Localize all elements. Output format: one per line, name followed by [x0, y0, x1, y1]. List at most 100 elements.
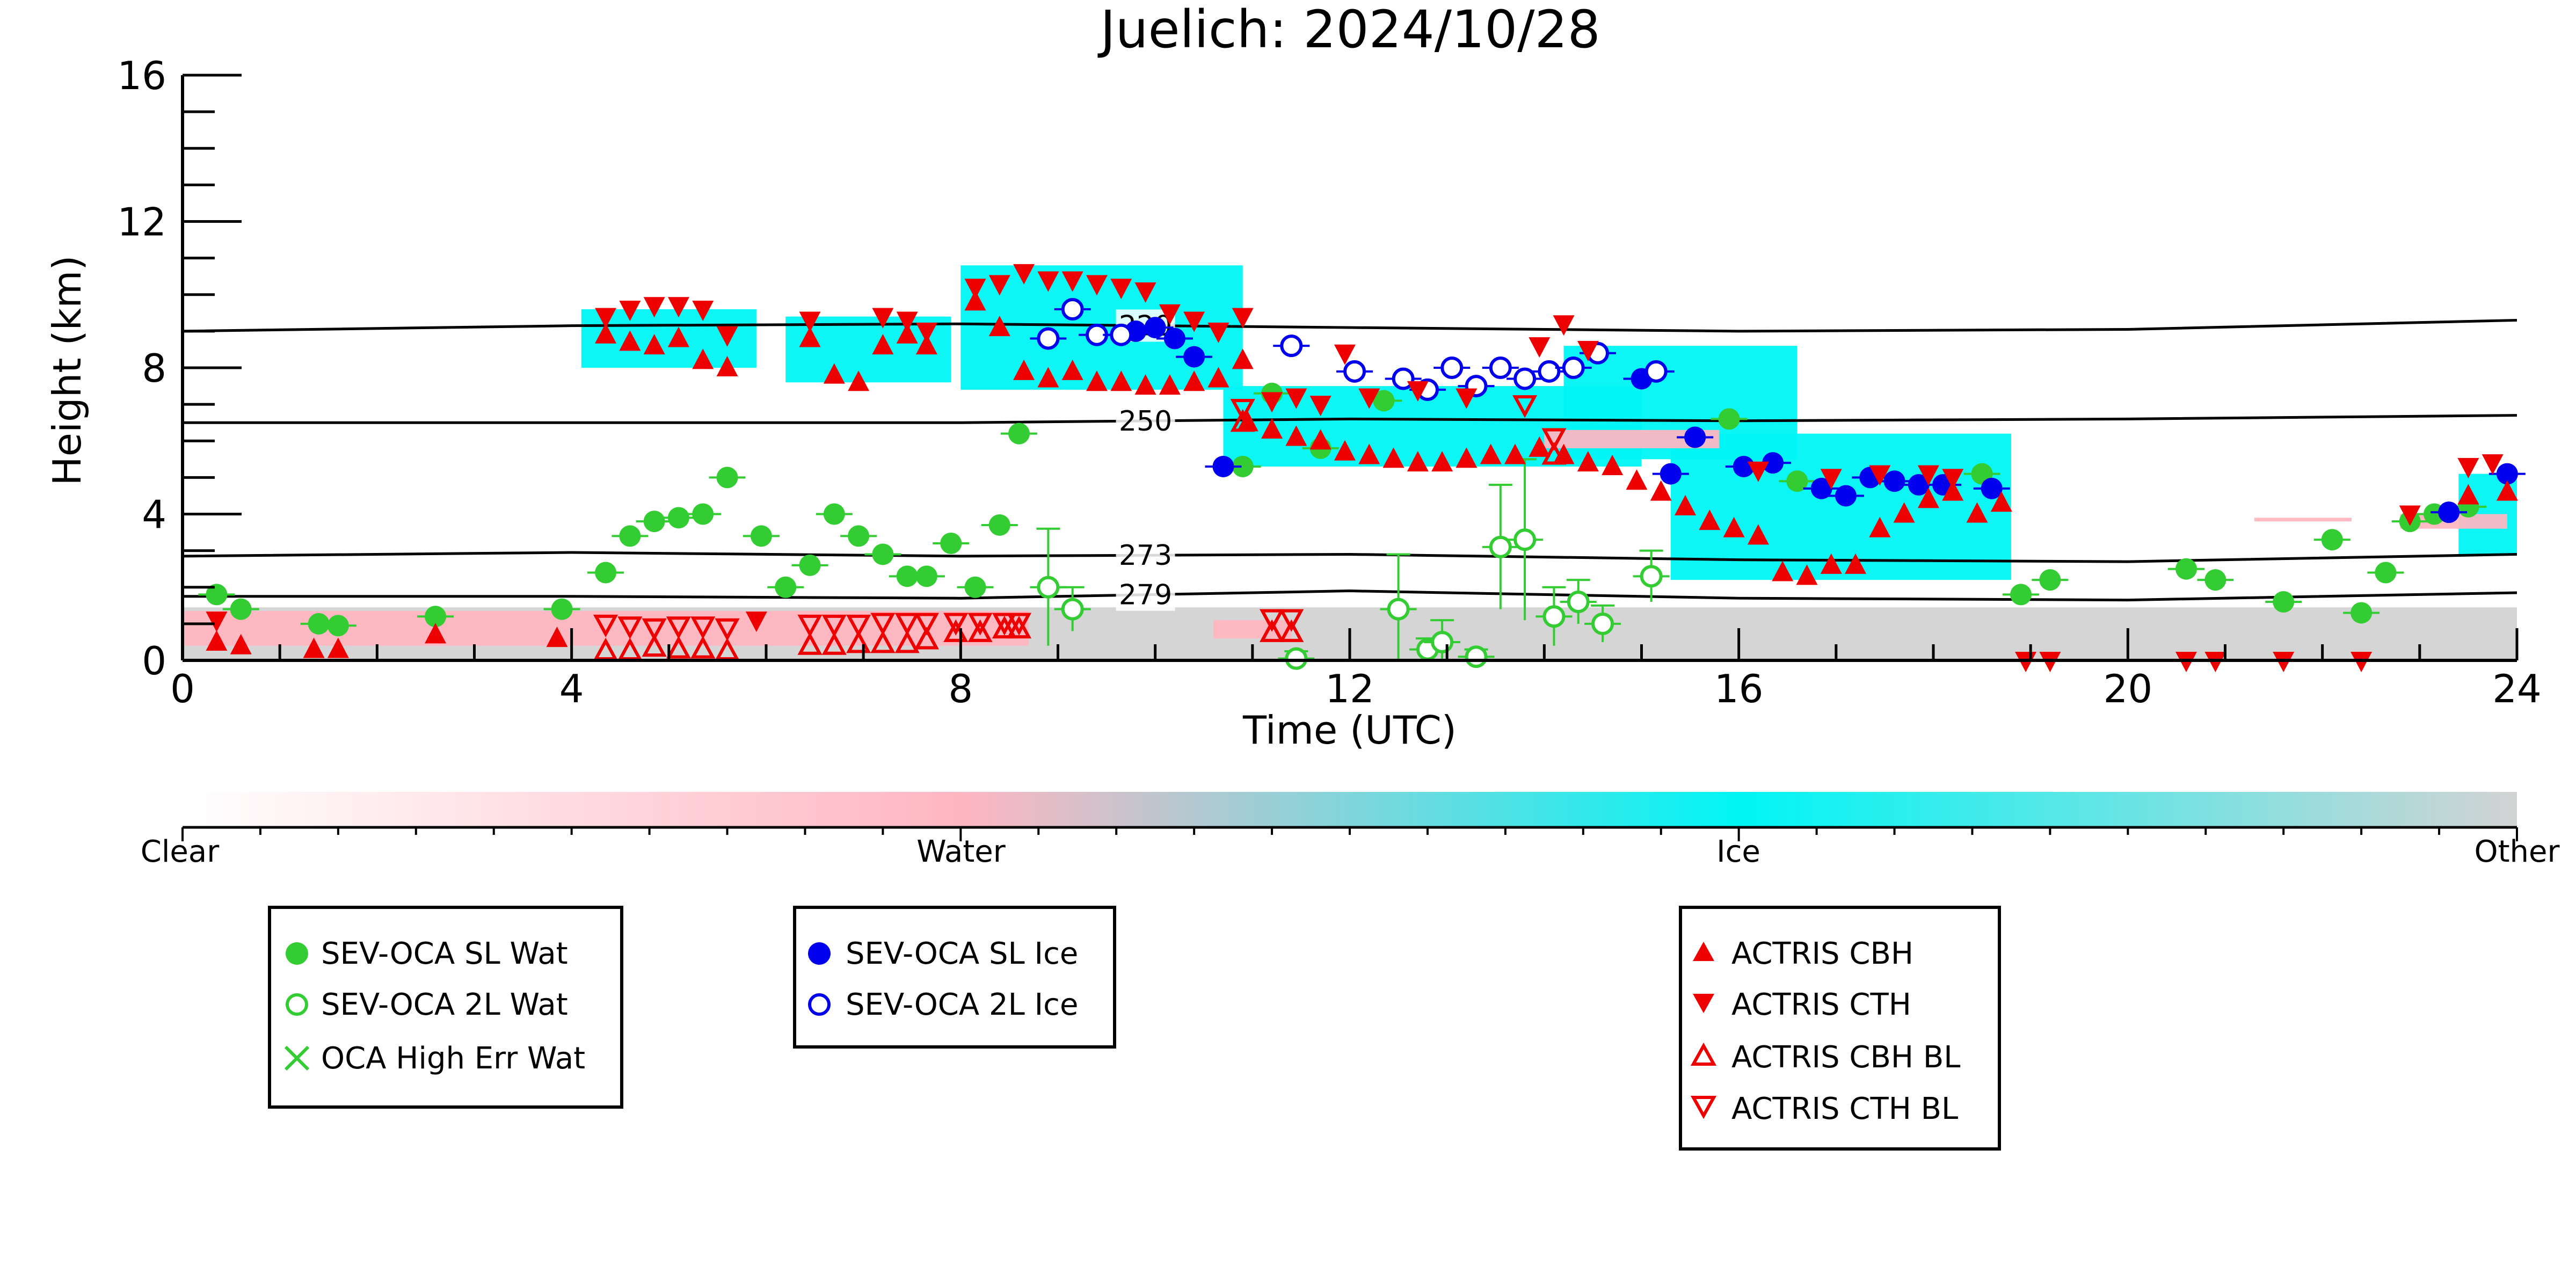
point-actris-cbh [964, 290, 986, 311]
isotherm-250 [183, 414, 2517, 424]
point-actris-cth-bl [642, 618, 667, 641]
point-sev-oca-2l-wat [1278, 647, 1315, 670]
point-sev-oca-sl-wat [816, 503, 853, 525]
legend-sl-ice-label: SEV-OCA SL Ice [846, 936, 1078, 971]
point-actris-cth-bl [821, 614, 847, 638]
point-sev-oca-2l-ice [1103, 323, 1140, 346]
point-actris-cbh [692, 348, 714, 369]
point-actris-cth [1013, 264, 1035, 285]
point-sev-oca-2l-wat [1560, 579, 1597, 624]
point-actris-cth-bl [1006, 613, 1032, 636]
legend-actris: ACTRIS CBH ACTRIS CTH ACTRIS CBH BL ACTR… [1679, 906, 2001, 1151]
point-sev-oca-2l-wat [1424, 619, 1461, 660]
point-sev-oca-2l-ice [1507, 367, 1544, 390]
point-sev-oca-sl-wat [2168, 558, 2205, 580]
point-sev-oca-sl-wat [743, 525, 780, 547]
point-sev-oca-sl-ice [2488, 463, 2526, 485]
point-sev-oca-sl-wat [2367, 562, 2404, 584]
point-actris-cbh [206, 630, 228, 651]
colorbar-ticks [181, 827, 2518, 841]
point-actris-cbh [848, 370, 870, 391]
isotherm-label-250: 250 [1119, 405, 1172, 438]
colorbar-gradient [183, 792, 2517, 827]
isotherm-label-bg [1116, 578, 1175, 611]
point-actris-cth [2482, 454, 2504, 475]
point-sev-oca-sl-wat [767, 576, 804, 598]
point-sev-oca-sl-ice [1176, 346, 1213, 368]
colorbar: Clear Water Ice Other [141, 792, 2560, 869]
y-tick-label: 4 [142, 492, 166, 537]
point-actris-cbh [1110, 370, 1132, 391]
point-actris-cbh [425, 623, 447, 644]
legend-cth-bl-marker [1690, 1096, 1717, 1119]
point-actris-cth [1061, 271, 1083, 292]
point-sev-oca-sl-wat [709, 467, 746, 489]
point-actris-cbh [1966, 502, 1988, 523]
point-actris-cth [1261, 392, 1283, 413]
point-sev-oca-sl-ice [1205, 455, 1242, 477]
point-sev-oca-sl-ice [1652, 463, 1689, 485]
point-actris-cbh-bl [846, 630, 871, 653]
legend-cbh-marker [1693, 942, 1714, 961]
point-actris-cbh [1134, 374, 1156, 395]
point-actris-cth [1159, 304, 1181, 325]
point-actris-cbh [2496, 480, 2518, 501]
point-actris-cth-bl [992, 613, 1017, 636]
point-actris-cbh [1285, 425, 1307, 446]
point-actris-cth [1869, 465, 1891, 486]
y-axis-label: Height (km) [45, 256, 90, 486]
point-sev-oca-sl-wat [2197, 569, 2234, 591]
point-actris-cbh [1942, 480, 1964, 501]
point-actris-cbh [1013, 359, 1035, 380]
point-actris-cbh [1061, 359, 1083, 380]
point-actris-cbh [1699, 510, 1721, 530]
point-actris-cth [1207, 322, 1229, 343]
point-actris-cth [1456, 388, 1478, 409]
point-actris-cbh [1990, 491, 2012, 512]
point-sev-oca-sl-ice [1827, 485, 1864, 507]
point-actris-cth [1942, 469, 1964, 490]
isotherm-220 [182, 318, 2517, 333]
point-sev-oca-2l-ice [1531, 360, 1568, 383]
point-actris-cbh-bl [914, 627, 939, 650]
point-actris-cth-bl [715, 618, 740, 641]
point-sev-oca-sl-ice [1876, 470, 1913, 492]
x-tick-label: 0 [170, 666, 195, 711]
point-actris-cbh-bl [690, 636, 716, 659]
point-actris-cth-bl [666, 616, 692, 639]
y-tick-label: 0 [142, 638, 166, 683]
legend-cth-marker [1693, 994, 1714, 1013]
point-sev-oca-sl-wat [1001, 423, 1038, 445]
point-actris-cth-bl [967, 613, 993, 636]
point-actris-cth-bl [690, 616, 716, 639]
point-actris-cbh [1407, 451, 1429, 472]
isotherm-label-bg [1116, 404, 1175, 437]
point-actris-cbh-bl [1279, 619, 1304, 642]
point-actris-cth [988, 275, 1010, 296]
point-sev-oca-sl-wat [2032, 569, 2069, 591]
point-actris-cth [1110, 279, 1132, 300]
point-actris-cbh [667, 326, 689, 347]
point-actris-cbh [1845, 553, 1867, 574]
point-actris-cth [1309, 396, 1331, 417]
point-actris-cth [619, 301, 641, 321]
point-sev-oca-2l-wat [1030, 527, 1067, 646]
point-actris-cth [692, 301, 714, 321]
point-actris-cbh [1796, 564, 1818, 585]
legend-sl-ice-marker [808, 942, 831, 965]
marker-layer [198, 264, 2526, 672]
point-actris-cth [1334, 344, 1356, 365]
isotherm-273 [182, 551, 2517, 563]
point-actris-cth-bl [1260, 609, 1285, 632]
point-actris-cth [1285, 388, 1307, 409]
point-actris-cbh-bl [715, 637, 740, 660]
point-actris-cth [1037, 271, 1059, 292]
point-actris-cbh [1650, 480, 1672, 501]
point-sev-oca-sl-wat [2313, 529, 2351, 551]
point-actris-cbh [1747, 524, 1769, 545]
point-actris-cbh-bl [1230, 409, 1255, 432]
point-actris-cth [964, 279, 986, 300]
y-axis-ticks: 0 4 8 12 16 [117, 53, 242, 683]
point-actris-cth [2457, 457, 2479, 478]
point-actris-cth [1577, 340, 1599, 361]
